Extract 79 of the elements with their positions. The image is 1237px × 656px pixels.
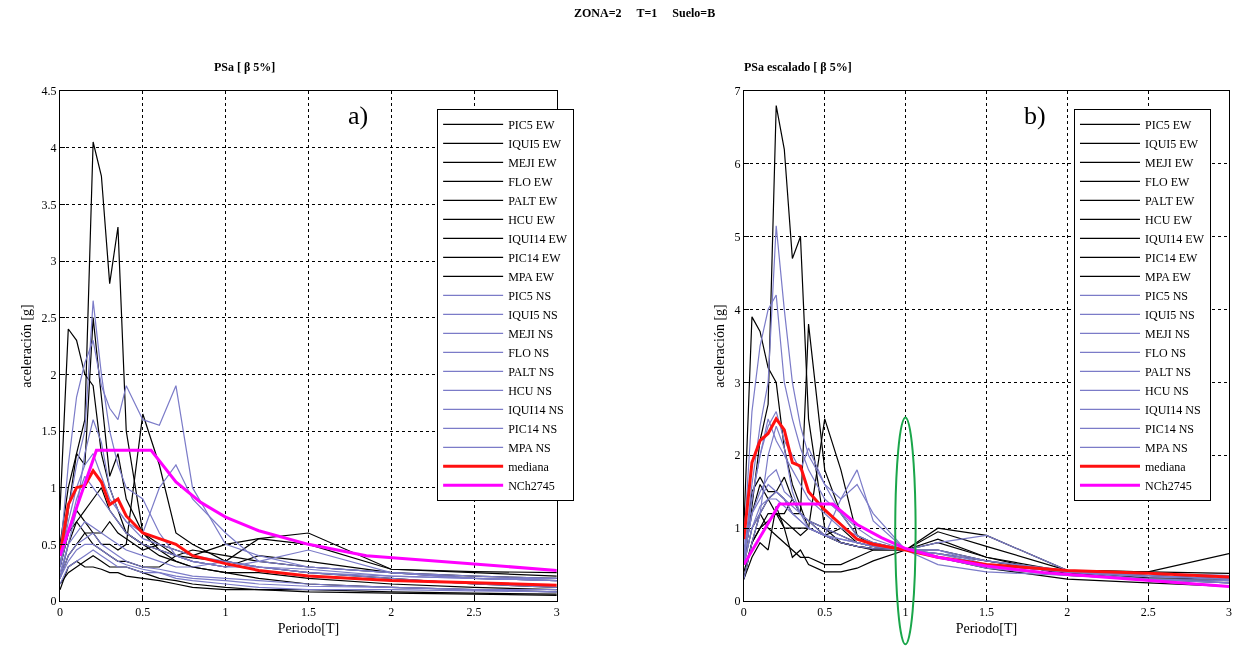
x-tick-label: 1 <box>902 605 909 620</box>
x-tick-label: 1.5 <box>300 605 316 620</box>
x-tick-label: 3 <box>553 605 560 620</box>
legend-label: IQUI14 EW <box>508 232 568 247</box>
legend-label: NCh2745 <box>508 479 555 494</box>
legend-label: IQUI14 NS <box>508 403 564 418</box>
legend-label: FLO EW <box>508 175 554 190</box>
legend-label: HCU NS <box>1144 384 1189 399</box>
y-tick-label: 3 <box>50 254 57 269</box>
y-tick-label: 1 <box>734 521 741 536</box>
legend-label: PIC5 EW <box>1144 118 1192 133</box>
legend-label: MPA NS <box>1144 441 1188 456</box>
legend-label: PIC14 EW <box>508 251 562 266</box>
x-tick-label: 2.5 <box>466 605 482 620</box>
x-tick-label: 1 <box>222 605 229 620</box>
y-tick-label: 0 <box>50 594 57 609</box>
legend-label: HCU NS <box>508 384 552 399</box>
text: ZONA=2 T=1 Suelo=B <box>574 6 716 20</box>
x-tick-label: 2 <box>1064 605 1071 620</box>
y-tick-label: 7 <box>734 84 741 99</box>
y-axis-title: aceleración [g] <box>19 304 35 388</box>
y-tick-label: 5 <box>734 229 741 244</box>
x-tick-label: 2.5 <box>1140 605 1156 620</box>
legend-label: MPA NS <box>508 441 551 456</box>
legend-label: PIC14 NS <box>1144 422 1194 437</box>
y-tick-label: 0 <box>734 594 741 609</box>
y-tick-label: 3.5 <box>41 197 57 212</box>
y-tick-label: 0.5 <box>41 537 57 552</box>
y-tick-label: 3 <box>734 375 741 390</box>
legend-label: IQUI5 EW <box>1144 137 1199 152</box>
y-tick-label: 1.5 <box>41 424 57 439</box>
legend-label: FLO NS <box>1144 346 1186 361</box>
legend-label: MPA EW <box>1144 270 1192 285</box>
legend-label: PIC5 NS <box>508 289 552 304</box>
legend-label: PIC5 NS <box>1144 289 1188 304</box>
legend-label: PALT EW <box>1144 194 1195 209</box>
legend-label: IQUI5 NS <box>1144 308 1195 323</box>
y-tick-label: 4 <box>50 140 57 155</box>
y-tick-label: 2 <box>50 367 57 382</box>
chart-title: PSa escalado [ β 5%] <box>744 60 852 74</box>
x-tick-label: 0.5 <box>135 605 151 620</box>
y-tick-label: 4.5 <box>41 84 57 99</box>
legend-label: HCU EW <box>508 213 556 228</box>
x-tick-label: 0.5 <box>817 605 833 620</box>
y-axis-title: aceleración [g] <box>712 304 728 388</box>
y-tick-label: 6 <box>734 157 741 172</box>
legend-label: PIC14 NS <box>508 422 558 437</box>
legend-label: IQUI14 EW <box>1144 232 1205 247</box>
legend-label: IQUI5 NS <box>508 308 558 323</box>
legend-label: mediana <box>508 460 550 475</box>
x-tick-label: 1.5 <box>978 605 994 620</box>
legend-label: FLO NS <box>508 346 550 361</box>
legend-label: IQUI5 EW <box>508 137 562 152</box>
legend-label: NCh2745 <box>1144 479 1192 494</box>
legend-label: MEJI NS <box>1144 327 1190 342</box>
y-tick-label: 1 <box>50 480 57 495</box>
legend-label: MEJI EW <box>1144 156 1194 171</box>
legend-label: PALT NS <box>1144 365 1191 380</box>
y-tick-label: 2.5 <box>41 310 57 325</box>
chart-title: PSa [ β 5%] <box>214 60 276 74</box>
legend-label: HCU EW <box>1144 213 1193 228</box>
legend-label: MPA EW <box>508 270 555 285</box>
x-tick-label: 3 <box>1226 605 1233 620</box>
legend-label: PALT EW <box>508 194 559 209</box>
legend-label: PIC14 EW <box>1144 251 1198 266</box>
x-axis-title: Periodo[T] <box>955 620 1018 636</box>
x-axis-title: Periodo[T] <box>277 620 340 636</box>
legend-label: IQUI14 NS <box>1144 403 1201 418</box>
legend-label: PIC5 EW <box>508 118 556 133</box>
annotation: a) <box>348 101 369 130</box>
annotation: b) <box>1024 101 1046 130</box>
legend-label: MEJI NS <box>508 327 554 342</box>
legend-label: FLO EW <box>1144 175 1190 190</box>
x-tick-label: 2 <box>388 605 395 620</box>
legend-label: mediana <box>1144 460 1187 475</box>
y-tick-label: 2 <box>734 448 741 463</box>
legend-label: MEJI EW <box>508 156 558 171</box>
y-tick-label: 4 <box>734 302 741 317</box>
legend-label: PALT NS <box>508 365 555 380</box>
